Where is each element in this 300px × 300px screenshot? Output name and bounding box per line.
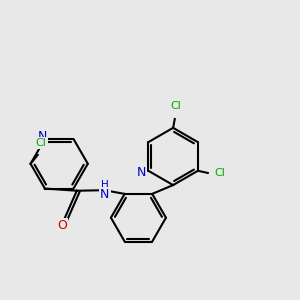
Text: Cl: Cl — [170, 101, 181, 111]
Text: Cl: Cl — [35, 138, 46, 148]
Text: N: N — [137, 167, 146, 179]
Text: H: H — [101, 180, 109, 190]
Text: O: O — [57, 220, 67, 232]
Text: Cl: Cl — [214, 168, 225, 178]
Text: N: N — [100, 188, 110, 201]
Text: N: N — [38, 130, 47, 143]
